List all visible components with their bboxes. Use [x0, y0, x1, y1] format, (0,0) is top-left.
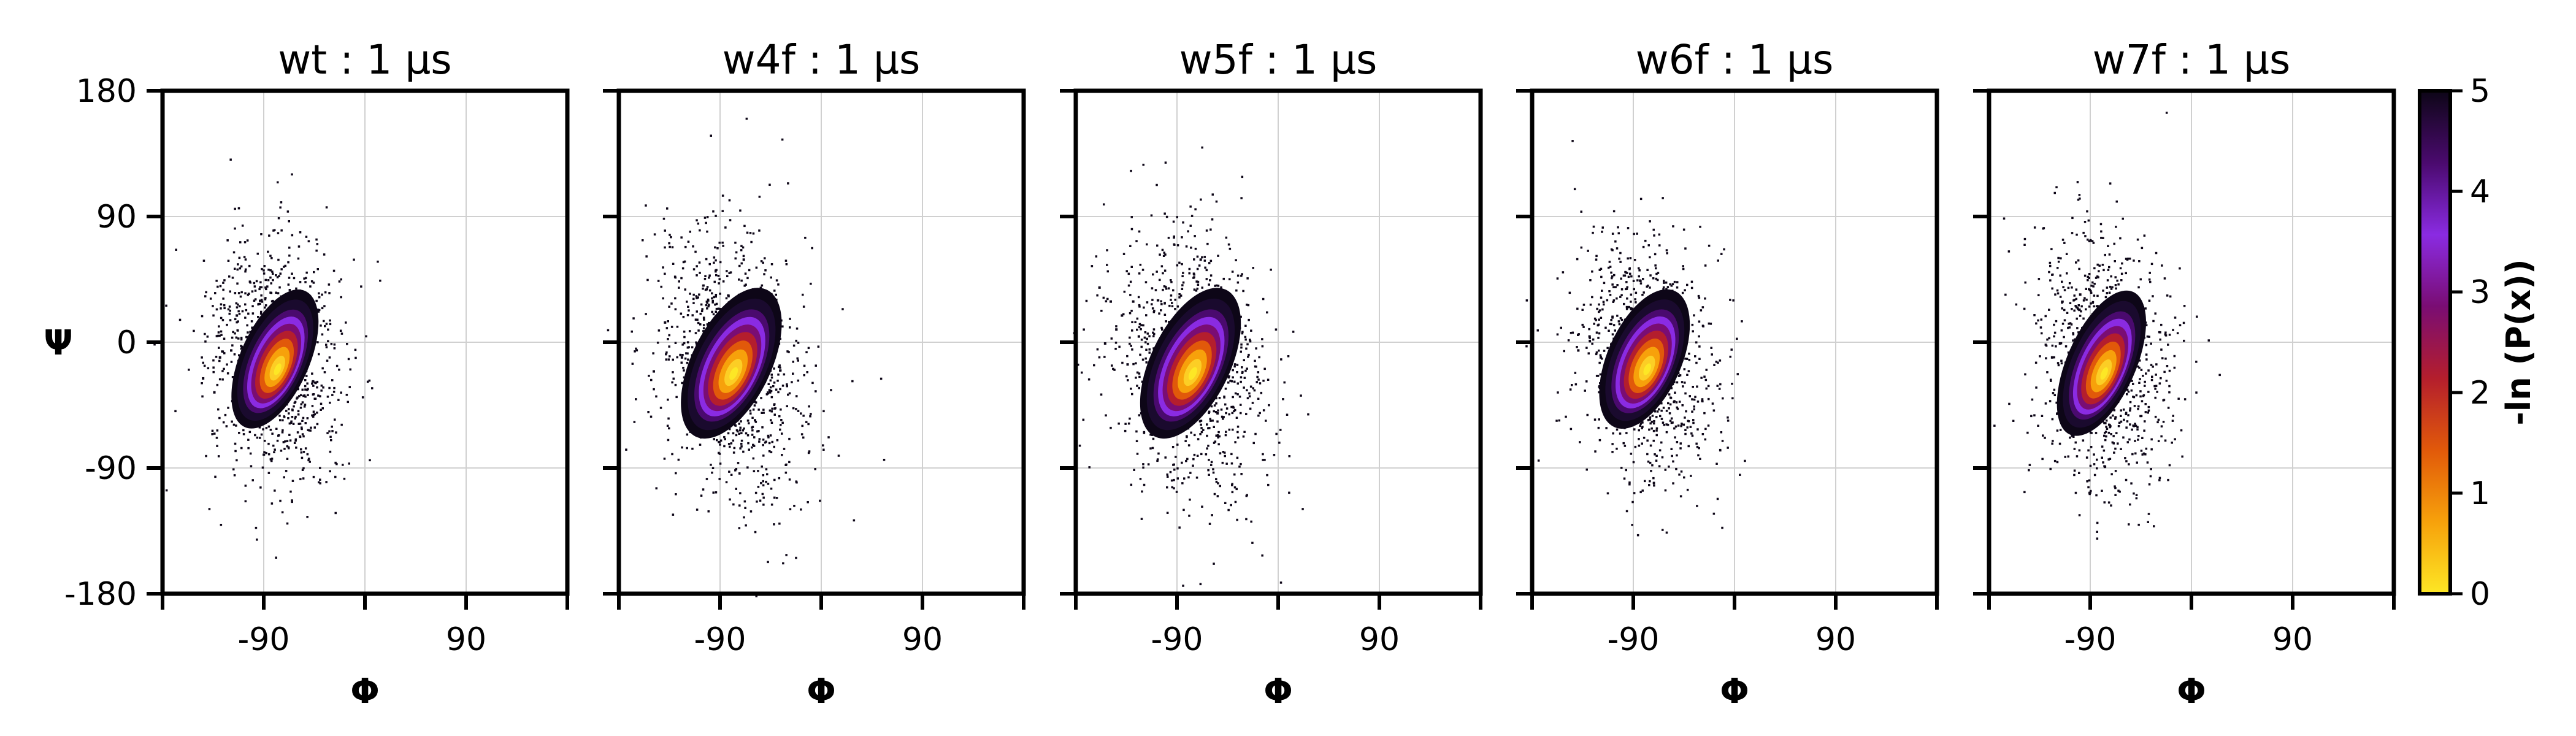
density-cloud	[1073, 146, 1309, 594]
outlier-point	[1600, 356, 1602, 359]
x-tick-label: -90	[1608, 621, 1660, 658]
colorbar: 0 1 2 3 4 5 -ln (P(x))	[2418, 73, 2538, 613]
outlier-point	[1126, 363, 1129, 366]
outlier-point	[1137, 335, 1140, 338]
colorbar-tick-label: 5	[2470, 73, 2490, 110]
x-tick-label: 90	[1815, 621, 1856, 658]
outlier-point	[1199, 258, 1202, 261]
panel-title: w7f : 1 μs	[2093, 36, 2291, 83]
colorbar-tick-label: 0	[2470, 576, 2490, 613]
colorbar-tick-label: 4	[2470, 174, 2490, 210]
panel-3: -90 90 w6f : 1 μs Φ	[1516, 36, 1939, 711]
y-tick-label: -180	[64, 576, 137, 613]
outlier-point	[1216, 412, 1219, 415]
outlier-point	[202, 377, 205, 380]
outlier-point	[1103, 342, 1106, 345]
density-level	[2100, 367, 2108, 380]
outlier-point	[1577, 349, 1580, 352]
x-tick-label: -90	[2064, 621, 2117, 658]
panel-0: -90 90 180 90 0 -90 -180 wt : 1 μs Φ Ψ	[44, 36, 570, 711]
outlier-point	[230, 349, 232, 352]
panel-2: -90 90 w5f : 1 μs Φ	[1060, 36, 1483, 711]
colorbar-tick-label: 2	[2470, 375, 2490, 412]
colorbar-label: -ln (P(x))	[2499, 259, 2538, 425]
x-axis-label: Φ	[1263, 672, 1293, 711]
x-tick-label: -90	[694, 621, 746, 658]
density-level	[729, 367, 738, 380]
outlier-point	[1110, 300, 1112, 303]
panel-title: w4f : 1 μs	[723, 36, 921, 83]
outlier-point	[1121, 314, 1124, 317]
x-axis-label: Φ	[807, 672, 836, 711]
panel-title: w5f : 1 μs	[1179, 36, 1378, 83]
outlier-point	[754, 419, 756, 422]
density-cloud	[1525, 140, 1746, 537]
outlier-point	[2079, 293, 2082, 296]
colorbar-tick-label: 1	[2470, 475, 2490, 512]
outlier-point	[653, 370, 655, 373]
panels: -90 90 180 90 0 -90 -180 wt : 1 μs Φ Ψ -90 90 w4f : …	[44, 36, 2396, 711]
x-tick-label: -90	[238, 621, 290, 658]
outlier-point	[218, 356, 221, 359]
y-axis-label: Ψ	[44, 323, 73, 363]
density-level	[1643, 363, 1651, 375]
colorbar-tick-label: 3	[2470, 274, 2490, 311]
density-cloud	[1993, 112, 2221, 540]
outlier-point	[1588, 335, 1591, 338]
density-level	[1188, 367, 1197, 380]
outlier-point	[1115, 328, 1118, 331]
outlier-point	[664, 321, 667, 324]
density-cloud	[153, 158, 381, 559]
x-axis-label: Φ	[1720, 672, 1749, 711]
outlier-point	[680, 356, 683, 359]
panel-4: -90 90 w7f : 1 μs Φ	[1973, 36, 2396, 711]
y-tick-label: 90	[96, 199, 137, 236]
outlier-point	[2050, 356, 2053, 359]
outlier-point	[1132, 300, 1135, 303]
outlier-point	[236, 314, 239, 317]
x-tick-label: 90	[2272, 621, 2313, 658]
y-tick-label: -90	[85, 450, 137, 487]
outlier-point	[1098, 286, 1101, 289]
panel-1: -90 90 w4f : 1 μs Φ	[603, 36, 1026, 711]
panel-title: w6f : 1 μs	[1636, 36, 1834, 83]
y-tick-label: 180	[76, 73, 137, 110]
y-tick-label: 0	[117, 324, 137, 361]
x-tick-label: 90	[446, 621, 486, 658]
outlier-point	[1639, 279, 1642, 282]
panel-title: wt : 1 μs	[278, 36, 451, 83]
colorbar-gradient	[2420, 91, 2450, 594]
x-tick-label: 90	[1359, 621, 1400, 658]
outlier-point	[2058, 342, 2061, 345]
colorbar-frame	[2418, 89, 2452, 596]
x-tick-label: -90	[1151, 621, 1203, 658]
outlier-point	[213, 391, 216, 394]
x-tick-label: 90	[902, 621, 943, 658]
x-axis-label: Φ	[350, 672, 380, 711]
density-level	[274, 363, 282, 375]
x-axis-label: Φ	[2177, 672, 2206, 711]
density-cloud	[607, 117, 886, 597]
outlier-point	[742, 258, 745, 261]
